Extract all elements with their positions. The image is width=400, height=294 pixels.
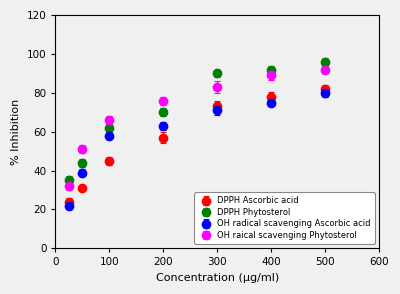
Legend: DPPH Ascorbic acid, DPPH Phytosterol, OH radical scavenging Ascorbic acid, OH ra: DPPH Ascorbic acid, DPPH Phytosterol, OH… [194, 192, 375, 244]
X-axis label: Concentration (μg/ml): Concentration (μg/ml) [156, 273, 279, 283]
Y-axis label: % Inhibition: % Inhibition [11, 98, 21, 165]
